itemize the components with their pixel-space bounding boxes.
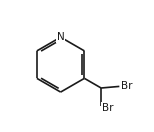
Text: N: N xyxy=(57,32,65,42)
Text: Br: Br xyxy=(121,81,132,91)
Text: Br: Br xyxy=(102,103,113,113)
